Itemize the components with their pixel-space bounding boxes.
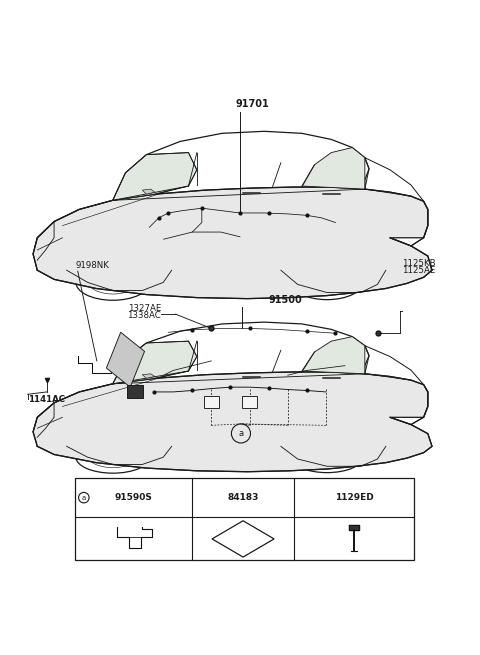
- Text: 1327AE: 1327AE: [128, 304, 161, 313]
- Ellipse shape: [104, 278, 122, 287]
- Text: a: a: [82, 495, 86, 500]
- Ellipse shape: [318, 453, 336, 461]
- FancyBboxPatch shape: [75, 478, 414, 561]
- Text: 1125AE: 1125AE: [402, 266, 436, 275]
- FancyBboxPatch shape: [242, 396, 257, 408]
- Text: 1338AC: 1338AC: [128, 311, 161, 320]
- Polygon shape: [113, 341, 197, 384]
- Ellipse shape: [318, 278, 336, 287]
- Polygon shape: [33, 187, 432, 299]
- Text: 84183: 84183: [228, 493, 259, 502]
- Text: 91500: 91500: [268, 295, 302, 305]
- Polygon shape: [113, 153, 197, 200]
- Polygon shape: [33, 372, 432, 472]
- Text: 9198NK: 9198NK: [75, 261, 109, 271]
- Polygon shape: [302, 147, 365, 189]
- Polygon shape: [302, 337, 365, 374]
- Ellipse shape: [104, 453, 122, 461]
- Polygon shape: [142, 189, 155, 194]
- Text: 1125KB: 1125KB: [402, 259, 436, 268]
- Polygon shape: [107, 332, 144, 387]
- Text: a: a: [239, 429, 243, 438]
- Text: 91590S: 91590S: [115, 493, 153, 502]
- Text: 91701: 91701: [235, 99, 269, 109]
- FancyBboxPatch shape: [127, 384, 143, 398]
- Polygon shape: [142, 374, 155, 379]
- FancyBboxPatch shape: [204, 396, 219, 408]
- Text: 1141AC: 1141AC: [28, 395, 65, 404]
- Text: 1129ED: 1129ED: [335, 493, 373, 502]
